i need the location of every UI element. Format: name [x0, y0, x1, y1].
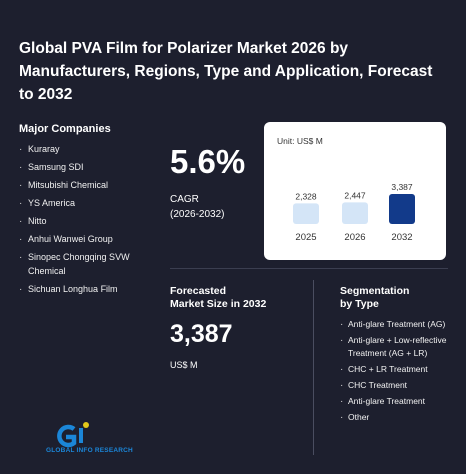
segment-item: Anti-glare + Low-reflective Treatment (A… — [340, 334, 455, 360]
bar-value-label: 3,387 — [391, 182, 413, 192]
company-item: Nitto — [19, 215, 169, 229]
logo-text: GLOBAL INFO RESEARCH — [46, 447, 133, 454]
section-divider-horizontal — [170, 268, 448, 269]
report-title: Global PVA Film for Polarizer Market 202… — [19, 40, 433, 103]
company-item: Mitsubishi Chemical — [19, 179, 169, 193]
chart-unit-label: Unit: US$ M — [277, 136, 323, 146]
company-item: Sichuan Longhua Film — [19, 283, 169, 297]
bar-value-label: 2,328 — [295, 191, 317, 201]
segment-item: Anti-glare Treatment (AG) — [340, 318, 455, 331]
major-companies-list: Kuraray Samsung SDI Mitsubishi Chemical … — [19, 143, 169, 301]
company-item: Samsung SDI — [19, 161, 169, 175]
cagr-label-line1: CAGR — [170, 194, 199, 205]
bar-value-label: 2,447 — [344, 190, 366, 200]
segment-item: CHC + LR Treatment — [340, 363, 455, 376]
segmentation-list: Anti-glare Treatment (AG) Anti-glare + L… — [340, 318, 455, 427]
forecast-label-line1: Forecasted — [170, 285, 227, 297]
cagr-label: CAGR (2026-2032) — [170, 193, 224, 222]
segment-item: CHC Treatment — [340, 379, 455, 392]
segment-item: Anti-glare Treatment — [340, 395, 455, 408]
forecast-label: Forecasted Market Size in 2032 — [170, 285, 266, 310]
company-item: Kuraray — [19, 143, 169, 157]
forecast-value: 3,387 — [170, 320, 233, 348]
company-item: Sinopec Chongqing SVW Chemical — [19, 251, 169, 278]
bar-2025 — [293, 203, 319, 224]
company-item: Anhui Wanwei Group — [19, 233, 169, 247]
x-tick-label: 2026 — [344, 232, 365, 243]
segment-item: Other — [340, 411, 455, 424]
cagr-value: 5.6% — [170, 143, 246, 180]
bar-2032 — [389, 194, 415, 224]
market-size-chart-card: Unit: US$ M 2,328 2025 2,447 2026 3,387 2032 — [264, 122, 446, 260]
segmentation-heading-line2: by Type — [340, 297, 379, 310]
forecast-label-line2: Market Size in 2032 — [170, 297, 267, 310]
section-divider-vertical — [313, 280, 314, 455]
segmentation-heading: Segmentation by Type — [340, 285, 409, 310]
major-companies-heading: Major Companies — [19, 123, 111, 135]
global-info-research-logo — [57, 422, 89, 448]
market-size-bar-chart: 2,328 2025 2,447 2026 3,387 2032 — [293, 182, 415, 243]
bar-2026 — [342, 202, 368, 224]
cagr-label-line2: (2026-2032) — [170, 208, 225, 220]
x-tick-label: 2025 — [295, 232, 316, 243]
forecast-unit: US$ M — [170, 360, 198, 370]
company-item: YS America — [19, 197, 169, 211]
segmentation-heading-line1: Segmentation — [340, 285, 410, 297]
x-tick-label: 2032 — [391, 232, 412, 243]
